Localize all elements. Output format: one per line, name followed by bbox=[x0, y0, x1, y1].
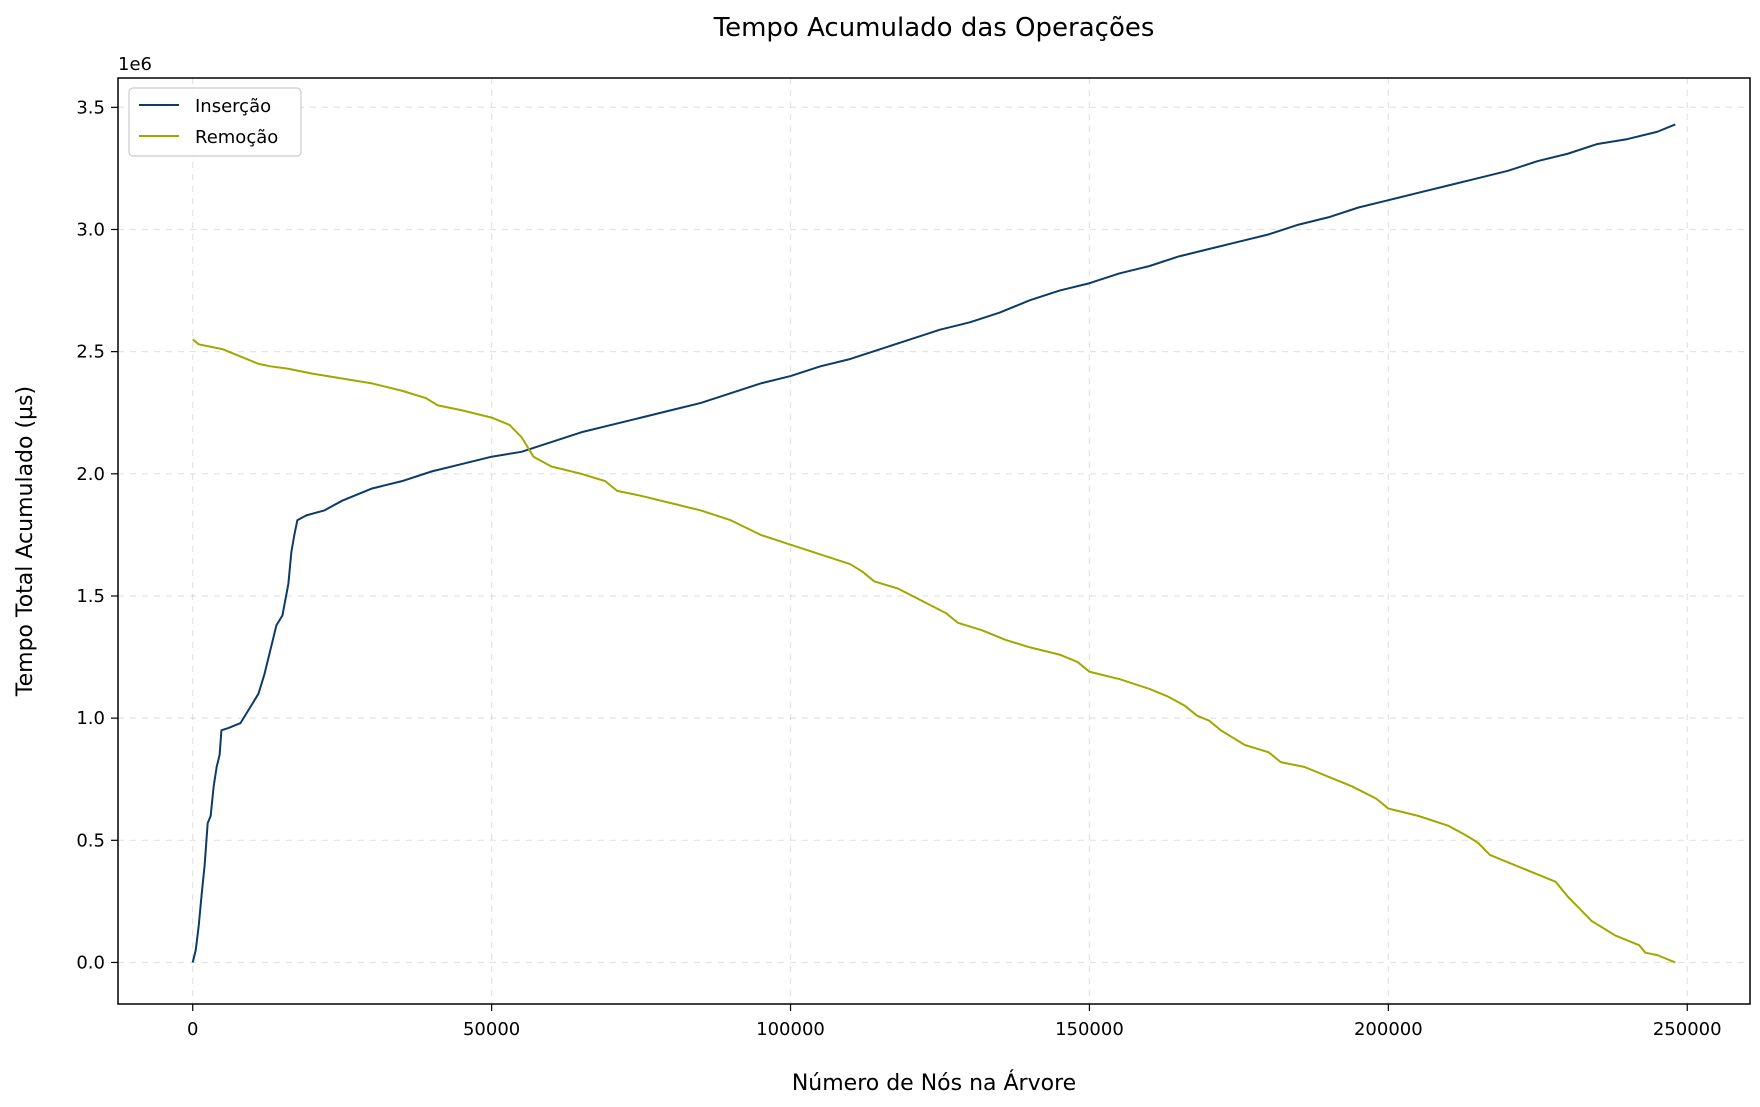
legend: Inserção Remoção bbox=[128, 87, 302, 157]
x-axis-ticks: 0 50000 100000 150000 200000 250000 bbox=[187, 1004, 1722, 1040]
series-lines bbox=[191, 123, 1676, 964]
grid bbox=[118, 78, 1750, 1004]
x-tick-label: 0 bbox=[187, 1019, 198, 1040]
y-tick-label: 3.0 bbox=[76, 219, 105, 240]
y-tick-label: 2.0 bbox=[76, 464, 105, 485]
chart-title: Tempo Acumulado das Operações bbox=[713, 13, 1155, 43]
x-tick-label: 250000 bbox=[1653, 1019, 1722, 1040]
y-tick-label: 1.5 bbox=[76, 586, 105, 607]
legend-label-insercao: Inserção bbox=[195, 96, 271, 117]
x-tick-label: 50000 bbox=[463, 1019, 520, 1040]
x-axis-label: Número de Nós na Árvore bbox=[792, 1070, 1076, 1096]
plot-area-frame bbox=[117, 77, 1751, 1005]
y-axis-offset-label: 1e6 bbox=[118, 54, 152, 75]
y-tick-label: 0.0 bbox=[76, 952, 105, 973]
y-tick-label: 1.0 bbox=[76, 708, 105, 729]
x-tick-label: 200000 bbox=[1354, 1019, 1423, 1040]
y-axis-label: Tempo Total Acumulado (µs) bbox=[13, 386, 38, 697]
series-line-insercao bbox=[191, 123, 1676, 963]
series-line-remocao bbox=[192, 338, 1676, 964]
legend-label-remocao: Remoção bbox=[195, 127, 278, 148]
x-tick-label: 100000 bbox=[756, 1019, 825, 1040]
y-axis-ticks: 0.0 0.5 1.0 1.5 2.0 2.5 3.0 3.5 bbox=[76, 97, 118, 973]
y-tick-label: 2.5 bbox=[76, 342, 105, 363]
y-tick-label: 0.5 bbox=[76, 830, 105, 851]
x-tick-label: 150000 bbox=[1055, 1019, 1124, 1040]
y-tick-label: 3.5 bbox=[76, 97, 105, 118]
